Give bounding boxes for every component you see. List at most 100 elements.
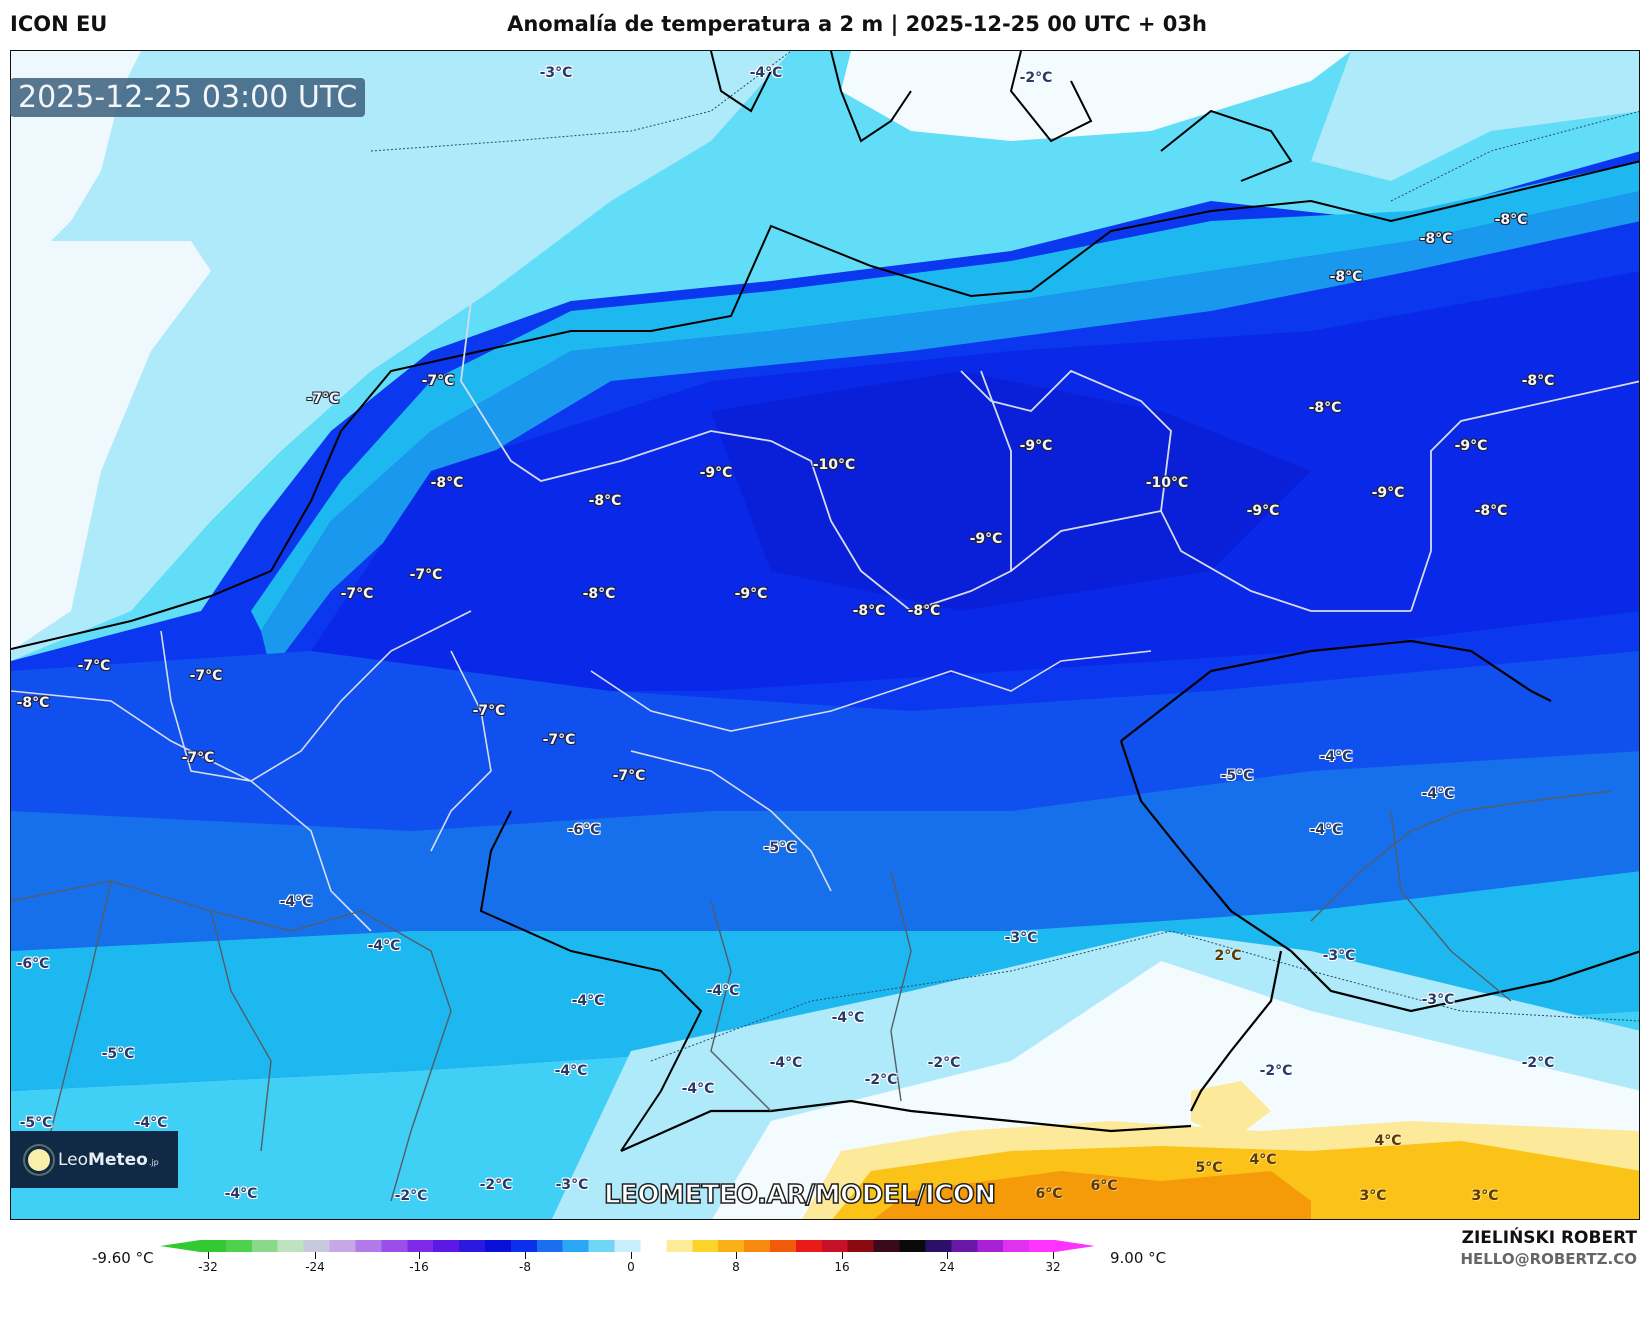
colorbar-tick-label: 32 [1045,1260,1061,1274]
contour-label: -7°C [189,668,223,684]
contour-label: -3°C [539,65,573,81]
contour-label: -8°C [1308,400,1342,416]
contour-label: -8°C [588,493,622,509]
legend-min-value: -9.60 °C [92,1249,154,1267]
logo-bold: Meteo [88,1149,148,1170]
contour-label: -4°C [571,993,605,1009]
contour-label: -7°C [181,750,215,766]
contour-label: -9°C [1454,438,1488,454]
model-name: ICON EU [10,12,108,36]
colorbar-tick [419,1252,420,1259]
contour-label: -4°C [134,1115,168,1131]
contour-label: -7°C [409,567,443,583]
contour-label: -4°C [1309,822,1343,838]
contour-label: -4°C [367,938,401,954]
chart-title: Anomalía de temperatura a 2 m | 2025-12-… [507,12,1207,36]
colorbar-tick [842,1252,843,1259]
valid-time-badge: 2025-12-25 03:00 UTC [10,78,366,117]
contour-label: -8°C [907,603,941,619]
contour-label: -6°C [567,822,601,838]
contour-label: -9°C [1371,485,1405,501]
contour-label: -7°C [421,373,455,389]
contour-label: -8°C [582,586,616,602]
colorbar-tick-label: -24 [305,1260,325,1274]
contour-label: -3°C [1322,948,1356,964]
contour-label: -2°C [479,1177,513,1193]
contour-label: -9°C [734,586,768,602]
contour-label: -2°C [927,1055,961,1071]
colorbar-gradient [200,1240,1055,1252]
contour-label: -2°C [1019,70,1053,86]
author-credit: ZIELIŃSKI ROBERT [1461,1228,1637,1248]
contour-label: 4°C [1249,1152,1277,1168]
contour-label: -8°C [1494,212,1528,228]
contour-label: -2°C [1259,1063,1293,1079]
contour-label: -4°C [1421,786,1455,802]
contour-label: -7°C [472,703,506,719]
colorbar-tick [631,1252,632,1259]
colorbar-tick [1053,1252,1054,1259]
colorbar [160,1238,1096,1254]
temperature-anomaly-map: -3°C -4°C -2°C -8°C -8°C -8°C -7°C -7°C -8°C -8°C… [10,50,1640,1220]
contour-label: 4°C [1374,1133,1402,1149]
leometeo-logo: LeoMeteo.jp [10,1131,178,1188]
contour-label: -7°C [77,658,111,674]
contour-label: -7°C [612,768,646,784]
contour-label: -9°C [699,465,733,481]
anomaly-field [11,51,1639,1219]
colorbar-tick [315,1252,316,1259]
colorbar-tick-label: -8 [519,1260,531,1274]
contour-label: -5°C [19,1115,53,1131]
contour-label: -8°C [1329,269,1363,285]
colorbar-tick [947,1252,948,1259]
contour-label: -2°C [394,1188,428,1204]
contour-label: -4°C [279,894,313,910]
sun-icon [28,1148,50,1171]
contour-label: 3°C [1471,1188,1499,1204]
contour-label: -4°C [1319,749,1353,765]
contour-label: -10°C [1145,475,1189,491]
contour-label: -5°C [1220,768,1254,784]
contour-label: -3°C [1421,992,1455,1008]
colorbar-tick [736,1252,737,1259]
contour-label: -4°C [554,1063,588,1079]
contour-label: -4°C [769,1055,803,1071]
contour-label: 5°C [1195,1160,1223,1176]
colorbar-tick-label: 8 [732,1260,740,1274]
colorbar-left-arrow [160,1240,200,1252]
contour-label: 6°C [1090,1178,1118,1194]
contour-label: -10°C [812,457,856,473]
contour-label: -4°C [831,1010,865,1026]
logo-suffix: .jp [148,1157,159,1167]
contour-label: -4°C [224,1186,258,1202]
contour-label: 3°C [1359,1188,1387,1204]
colorbar-tick-label: 16 [834,1260,850,1274]
contour-label: -7°C [340,586,374,602]
colorbar-tick-label: -16 [409,1260,429,1274]
contour-label: -4°C [681,1081,715,1097]
colorbar-tick-label: 0 [627,1260,635,1274]
contour-label: -3°C [1004,930,1038,946]
contour-label: -5°C [101,1046,135,1062]
contour-label: -9°C [1019,438,1053,454]
contour-label: -8°C [1474,503,1508,519]
contour-label: -4°C [706,983,740,999]
author-email: HELLO@ROBERTZ.CO [1460,1250,1637,1268]
contour-label: -4°C [749,65,783,81]
contour-label: -9°C [969,531,1003,547]
contour-label: -8°C [16,695,50,711]
contour-label: -7°C [306,391,340,407]
colorbar-tick-label: 24 [939,1260,955,1274]
contour-label: -9°C [1246,503,1280,519]
contour-label: -3°C [555,1177,589,1193]
contour-label: -7°C [542,732,576,748]
contour-label: -5°C [763,840,797,856]
contour-label: 2°C [1214,948,1242,964]
logo-prefix: Leo [58,1149,89,1170]
contour-label: 6°C [1035,1186,1063,1202]
watermark: LEOMETEO.AR/MODEL/ICON [603,1179,997,1211]
colorbar-tick [208,1252,209,1259]
legend-max-value: 9.00 °C [1110,1249,1167,1267]
logo-text: LeoMeteo.jp [58,1150,159,1170]
colorbar-right-arrow [1055,1240,1095,1252]
